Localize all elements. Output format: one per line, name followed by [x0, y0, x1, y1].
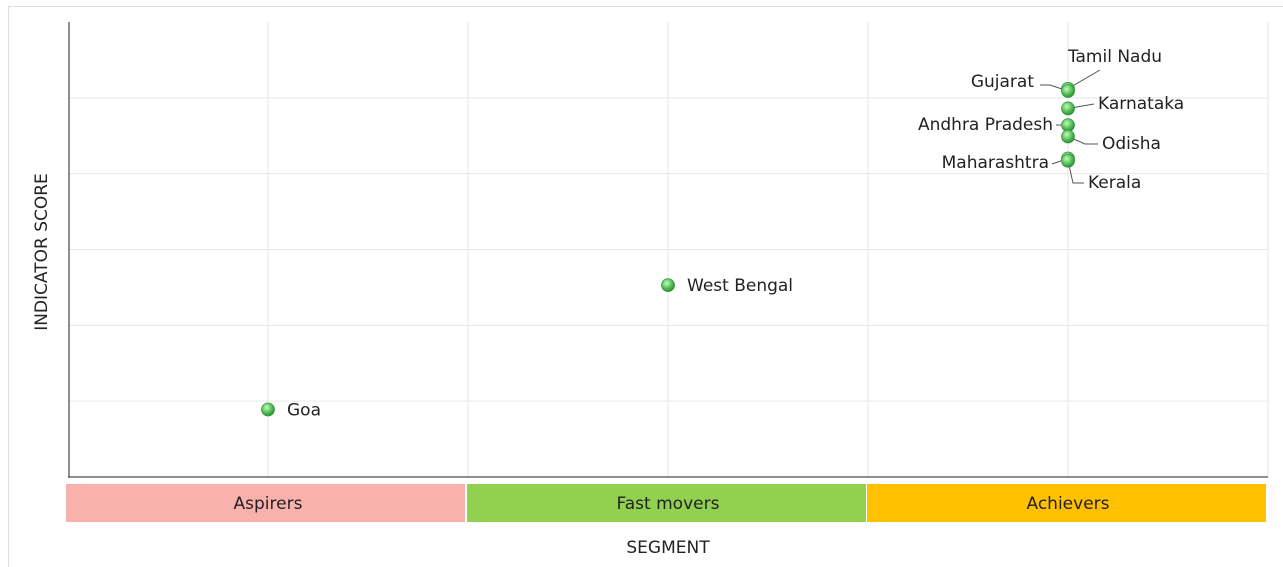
point-label: Tamil Nadu	[1067, 47, 1162, 67]
frame	[8, 6, 1283, 567]
point-label: Gujarat	[971, 72, 1034, 92]
point-label: Maharashtra	[942, 153, 1049, 173]
point	[1061, 84, 1075, 98]
point	[1061, 129, 1075, 144]
point-label: Andhra Pradesh	[918, 115, 1053, 135]
x-axis-label: SEGMENT	[626, 538, 710, 558]
segment-label: Achievers	[1027, 494, 1110, 514]
y-axis-label: INDICATOR SCORE	[32, 173, 52, 331]
point	[1061, 153, 1075, 168]
point-label: Karnataka	[1098, 94, 1184, 114]
point	[261, 402, 275, 417]
point-label: Odisha	[1102, 134, 1161, 154]
point-label: Kerala	[1088, 173, 1141, 193]
leader-line	[1067, 160, 1084, 184]
segment-label: Aspirers	[234, 494, 303, 514]
segment-band	[467, 484, 866, 522]
segment-label: Fast movers	[617, 494, 720, 514]
segment-band	[867, 484, 1266, 522]
point	[1061, 101, 1075, 116]
point	[661, 278, 675, 293]
point-label: Goa	[287, 401, 321, 421]
segment-band	[66, 484, 465, 522]
point-label: West Bengal	[687, 276, 793, 296]
